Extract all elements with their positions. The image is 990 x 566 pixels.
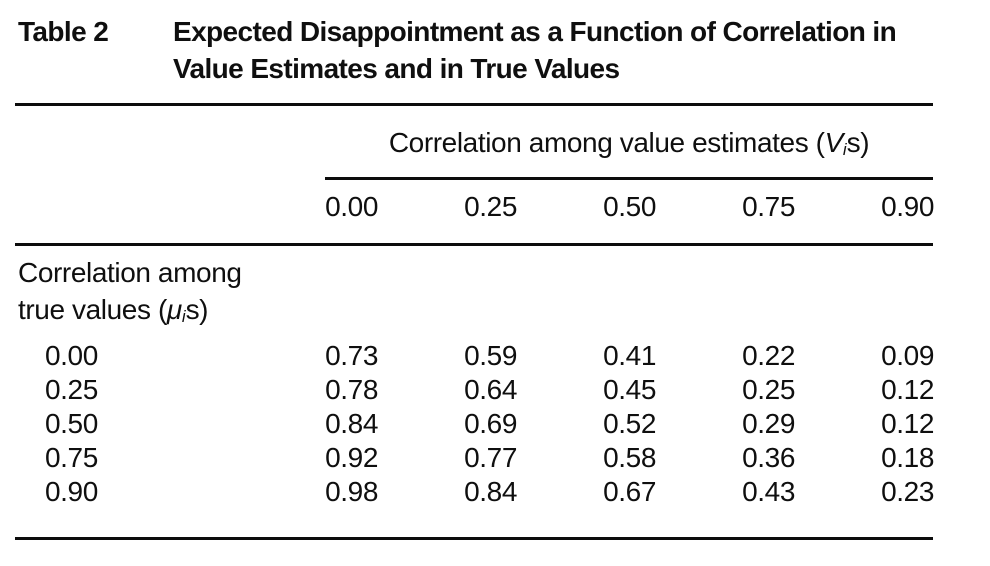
header-rule: [15, 243, 933, 246]
data-cell: 0.29: [742, 408, 795, 439]
column-header-3: 0.50: [603, 191, 656, 222]
data-cell: 0.92: [325, 442, 378, 473]
data-cell: 0.12: [881, 408, 934, 439]
subscript-i: i: [842, 140, 847, 160]
column-header-2: 0.25: [464, 191, 517, 222]
column-header-1: 0.00: [325, 191, 378, 222]
data-cell: 0.67: [603, 476, 656, 507]
data-cell: 0.22: [742, 340, 795, 371]
table-body: 0.00 0.73 0.59 0.41 0.22 0.09 0.25 0.78 …: [15, 339, 934, 509]
column-header-row: 0.00 0.25 0.50 0.75 0.90: [15, 190, 934, 224]
column-group-header: Correlation among value estimates (Vis): [325, 126, 933, 167]
data-cell: 0.84: [325, 408, 378, 439]
subscript-i: i: [181, 307, 186, 327]
top-rule: [15, 103, 933, 106]
data-cell: 0.45: [603, 374, 656, 405]
data-cell: 0.59: [464, 340, 517, 371]
data-cell: 0.23: [881, 476, 934, 507]
data-cell: 0.77: [464, 442, 517, 473]
row-label: 0.25: [45, 374, 98, 405]
data-cell: 0.84: [464, 476, 517, 507]
row-group-suffix: s): [185, 294, 209, 325]
data-cell: 0.18: [881, 442, 934, 473]
bottom-rule: [15, 537, 933, 540]
table-title: Expected Disappointment as a Function of…: [173, 13, 897, 87]
data-cell: 0.52: [603, 408, 656, 439]
table-title-line1: Expected Disappointment as a Function of…: [173, 16, 897, 47]
data-cell: 0.69: [464, 408, 517, 439]
column-group-rule: [325, 177, 933, 180]
data-cell: 0.78: [325, 374, 378, 405]
table-title-line2: Value Estimates and in True Values: [173, 53, 620, 84]
data-cell: 0.98: [325, 476, 378, 507]
data-cell: 0.12: [881, 374, 934, 405]
row-group-text: true values (: [18, 294, 167, 325]
data-cell: 0.58: [603, 442, 656, 473]
data-cell: 0.73: [325, 340, 378, 371]
column-header-5: 0.90: [881, 191, 934, 222]
data-cell: 0.36: [742, 442, 795, 473]
stub-spacer: [15, 190, 239, 224]
column-group-suffix: s): [846, 127, 870, 158]
row-label: 0.00: [45, 340, 98, 371]
mu-symbol: μ: [166, 294, 182, 325]
data-cell: 0.09: [881, 340, 934, 371]
row-label: 0.90: [45, 476, 98, 507]
data-cell: 0.64: [464, 374, 517, 405]
column-group-text: Correlation among value estimates (: [388, 127, 825, 158]
column-header-4: 0.75: [742, 191, 795, 222]
v-symbol: V: [824, 127, 844, 158]
data-cell: 0.41: [603, 340, 656, 371]
table-caption: Table 2 Expected Disappointment as a Fun…: [18, 13, 897, 87]
row-group-line1: Correlation among: [18, 257, 242, 288]
row-label: 0.75: [45, 442, 98, 473]
row-label: 0.50: [45, 408, 98, 439]
data-cell: 0.43: [742, 476, 795, 507]
row-group-header: Correlation among true values (μis): [18, 254, 242, 335]
table-number: Table 2: [18, 16, 109, 47]
data-cell: 0.25: [742, 374, 795, 405]
row-group-line2: true values (μis): [18, 291, 242, 335]
